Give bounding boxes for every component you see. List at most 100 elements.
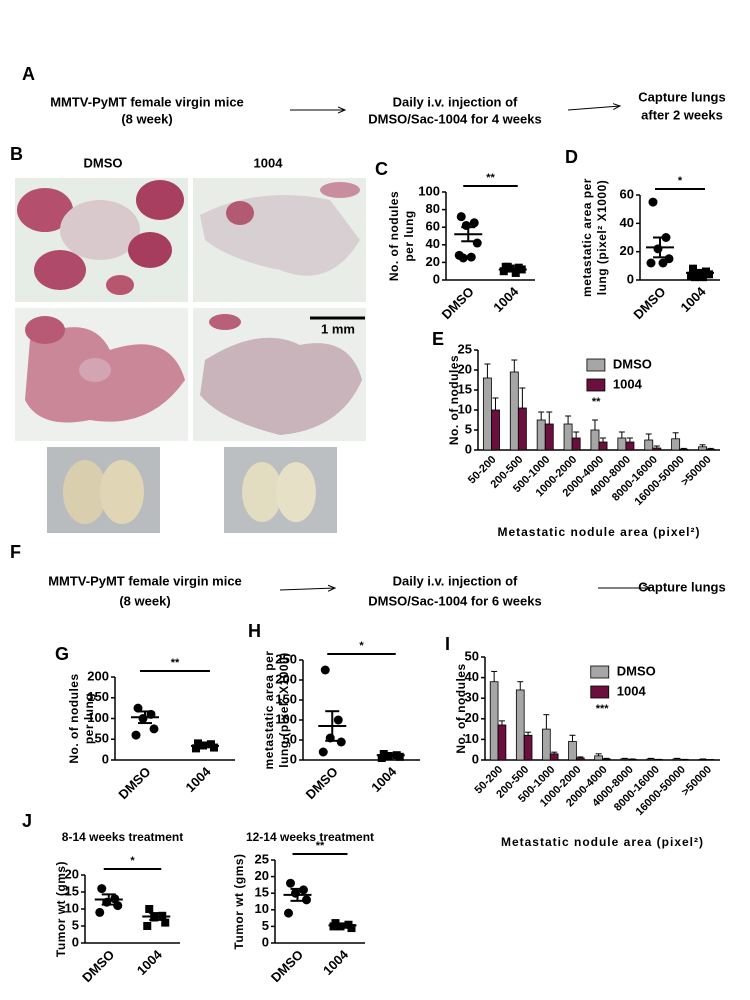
data-point [302, 895, 311, 905]
legend-label: 1004 [617, 683, 647, 698]
panel-label: E [432, 329, 444, 349]
y-tick-label: 20 [255, 868, 269, 883]
panel-label: F [10, 542, 21, 562]
flow-text: MMTV-PyMT female virgin mice [48, 573, 242, 588]
data-point [336, 737, 346, 747]
bar [652, 447, 662, 451]
data-point [511, 268, 520, 277]
histology-image [15, 178, 188, 302]
column-header: 1004 [254, 155, 284, 170]
histology-image [193, 178, 366, 302]
panel-label: C [375, 159, 388, 179]
data-point [377, 754, 386, 762]
panel-label: B [10, 144, 23, 164]
flow-text: Daily i.v. injection of [393, 94, 518, 109]
lung-photo [224, 447, 337, 533]
significance-label: * [678, 175, 683, 187]
y-tick-label: 15 [458, 381, 472, 396]
histology-image [15, 308, 188, 441]
bar [706, 448, 716, 451]
significance-label: * [130, 855, 135, 867]
y-tick-label: 15 [255, 885, 269, 900]
y-axis-label: No. of nodules [387, 191, 401, 281]
significance-label: ** [316, 840, 325, 852]
legend-swatch [586, 378, 606, 392]
y-tick-label: 5 [262, 918, 269, 933]
y-axis-label: Tumor wt (gms) [232, 853, 246, 949]
y-axis-label: per lung [82, 693, 96, 744]
x-axis-label: Metastatic nodule area (pixel²) [501, 835, 704, 849]
x-tick-label: 1004 [134, 946, 166, 978]
y-tick-label: 40 [620, 215, 634, 230]
x-tick-label: >50000 [679, 454, 714, 489]
y-tick-label: 25 [458, 341, 472, 356]
y-tick-label: 25 [255, 851, 269, 866]
y-tick-label: 0 [433, 271, 440, 286]
x-tick-label: DMSO [268, 947, 306, 985]
bar [515, 689, 525, 761]
data-point [705, 270, 713, 279]
legend-swatch [590, 665, 610, 679]
significance-label: ** [486, 172, 495, 184]
data-point [458, 253, 468, 263]
data-point [691, 273, 699, 282]
bar [644, 439, 654, 451]
bar [497, 724, 507, 761]
bar [575, 757, 585, 761]
y-tick-label: 0 [290, 751, 297, 766]
data-point [113, 901, 123, 911]
y-tick-label: 0 [627, 271, 634, 286]
y-axis-label: metastatic area per [580, 178, 594, 297]
data-point [658, 258, 668, 268]
bar [594, 755, 603, 761]
data-point [469, 218, 479, 228]
legend-label: DMSO [617, 663, 656, 678]
data-point [138, 714, 148, 723]
data-point [646, 258, 656, 268]
x-tick-label: DMSO [303, 764, 341, 802]
data-point [699, 273, 707, 282]
significance-label: ** [592, 396, 601, 408]
y-tick-label: 20 [426, 254, 440, 269]
y-tick-label: 50 [283, 731, 297, 746]
bar [563, 423, 573, 451]
bar [489, 681, 499, 761]
bar [598, 441, 608, 451]
x-tick-label: 1004 [490, 283, 522, 315]
x-axis-label: Metastatic nodule area (pixel²) [497, 525, 700, 539]
data-point [456, 212, 466, 222]
bar [544, 423, 554, 451]
data-point [133, 703, 143, 713]
data-point [461, 220, 471, 230]
flow-text: Capture lungs [638, 579, 725, 594]
data-point [210, 743, 218, 752]
column-header: DMSO [84, 155, 123, 170]
data-point [503, 262, 512, 271]
panel-label: I [445, 634, 450, 654]
legend-label: DMSO [613, 356, 652, 371]
data-point [499, 267, 508, 276]
panel-label: D [565, 147, 578, 167]
y-tick-label: 20 [620, 243, 634, 258]
bar [542, 728, 551, 761]
bar [590, 429, 600, 451]
data-point [284, 908, 293, 918]
x-tick-label: DMSO [79, 947, 117, 985]
y-tick-label: 15 [65, 883, 79, 898]
scale-bar-label: 1 mm [321, 321, 355, 336]
data-point [318, 747, 328, 757]
bar [523, 734, 533, 761]
y-axis-label: Tumor wt (gms) [54, 861, 68, 957]
data-point [395, 752, 404, 761]
y-tick-label: 30 [465, 690, 479, 705]
x-tick-label: 1004 [677, 283, 709, 315]
legend-swatch [586, 358, 606, 372]
y-tick-label: 20 [465, 710, 479, 725]
y-tick-label: 60 [620, 186, 634, 201]
bar [698, 758, 708, 761]
y-tick-label: 10 [65, 900, 79, 915]
data-point [286, 878, 295, 888]
flow-text: MMTV-PyMT female virgin mice [50, 94, 244, 109]
y-tick-label: 50 [465, 648, 479, 663]
y-tick-label: 10 [458, 401, 472, 416]
